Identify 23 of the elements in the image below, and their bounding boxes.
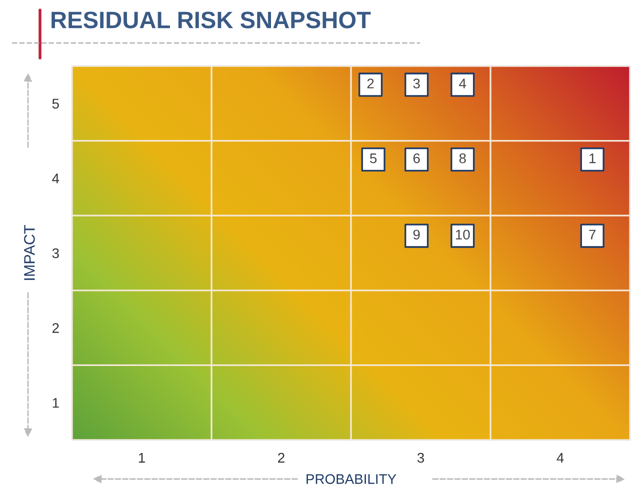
y-tick-label: 1 [52, 398, 59, 408]
annotation: 4 [459, 78, 466, 88]
y-tick-label: 5 [52, 98, 59, 109]
x-tick-label: 2 [278, 452, 284, 463]
y-tick-label: 3 [52, 248, 59, 258]
y-tick-label: 4 [52, 174, 60, 184]
annotation: 8 [459, 153, 466, 164]
annotation: 7 [589, 230, 596, 240]
point [580, 147, 604, 172]
annotation: 9 [413, 230, 420, 240]
annotation: 2 [367, 78, 374, 88]
x-axis-title: PROBABILITY [306, 474, 396, 484]
annotation: 3 [413, 78, 420, 88]
annotation: 6 [413, 153, 420, 164]
y-axis-title: IMPACT [24, 225, 35, 280]
y-tick-label: 2 [52, 323, 59, 333]
annotation: 10 [456, 230, 470, 240]
annotation: 1 [590, 154, 596, 164]
x-tick-label: 4 [556, 453, 564, 463]
x-tick-label: 1 [138, 453, 145, 463]
x-tick-label: 3 [417, 452, 424, 463]
annotation: 5 [370, 154, 377, 164]
chart-title: RESIDUAL RISK SNAPSHOT [52, 12, 371, 28]
